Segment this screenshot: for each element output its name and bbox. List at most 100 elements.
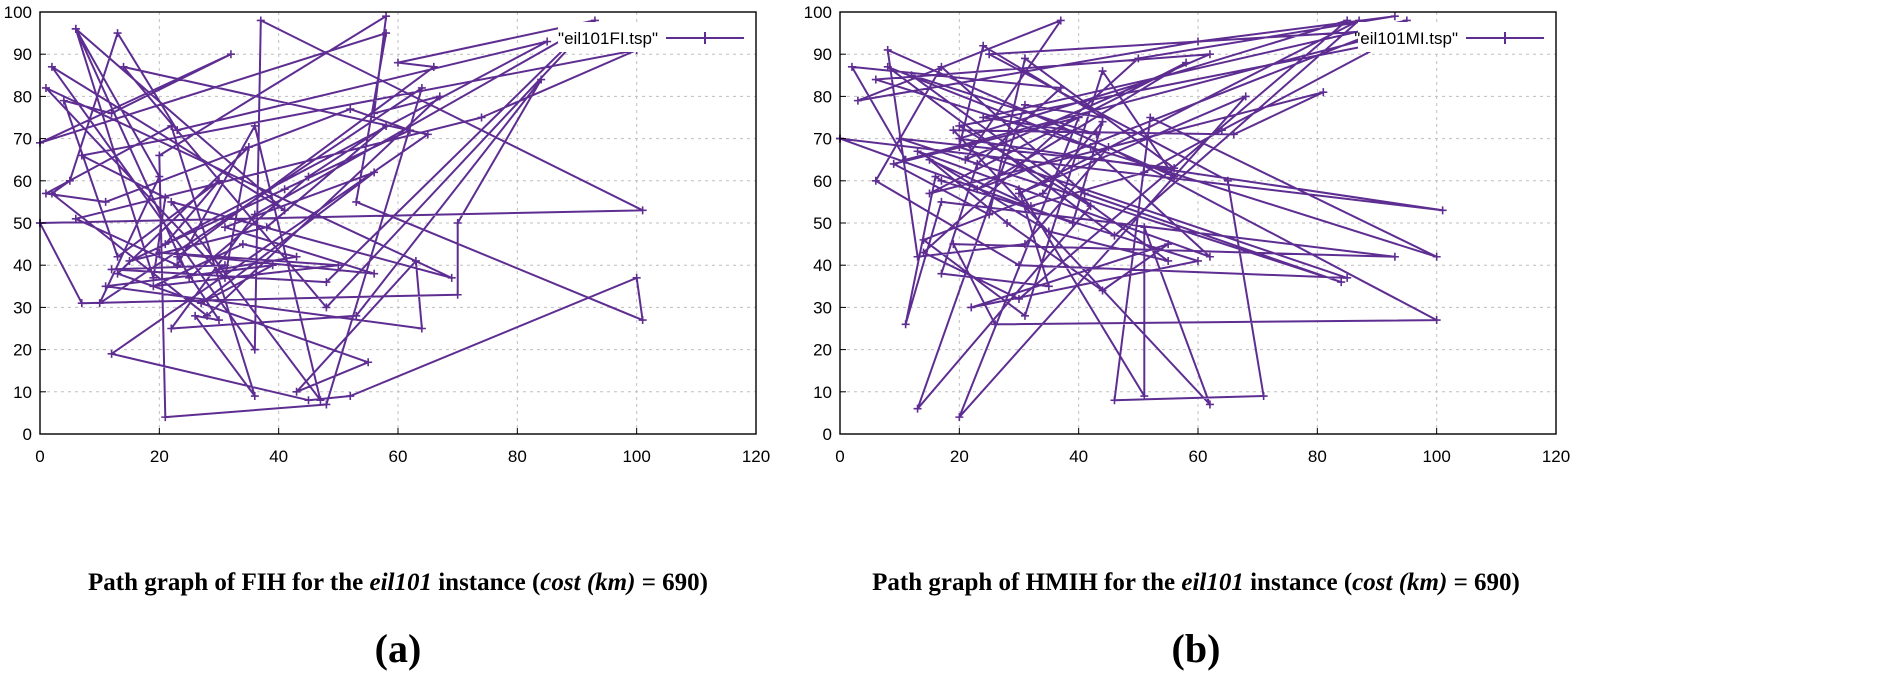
- data-point: [871, 75, 880, 84]
- data-point: [382, 121, 391, 130]
- data-point: [1015, 189, 1023, 198]
- data-point: [155, 151, 164, 160]
- y-tick-label: 30: [813, 298, 832, 317]
- data-point: [1015, 294, 1023, 303]
- panel-label-a: (a): [375, 626, 422, 671]
- data-point: [955, 413, 964, 422]
- data-point: [1390, 12, 1399, 21]
- data-point: [382, 29, 391, 38]
- data-point: [937, 176, 946, 185]
- data-point: [913, 252, 922, 261]
- data-point: [101, 197, 110, 206]
- data-point: [382, 12, 391, 21]
- data-point: [871, 176, 880, 185]
- data-point: [215, 316, 223, 325]
- data-point: [973, 159, 982, 168]
- data-point: [77, 299, 86, 308]
- data-point: [889, 159, 898, 168]
- data-point: [1223, 176, 1232, 185]
- data-point: [1432, 316, 1441, 325]
- data-point: [226, 50, 235, 59]
- y-tick-label: 70: [13, 130, 32, 149]
- data-point: [1140, 392, 1149, 401]
- data-point: [256, 16, 265, 25]
- data-point: [185, 273, 194, 282]
- data-point: [268, 261, 277, 270]
- x-tick-label: 0: [835, 447, 844, 466]
- data-point: [883, 62, 892, 71]
- data-point: [901, 155, 910, 164]
- y-tick-label: 60: [13, 172, 32, 191]
- data-point: [203, 311, 212, 320]
- data-point: [1086, 143, 1095, 152]
- ticks-a: 0 20 40 60 80 100 120 0 10 20 30 40 50 60 70 80 90 100: [4, 3, 771, 466]
- data-point: [1170, 164, 1179, 173]
- data-point: [1098, 286, 1107, 295]
- data-point: [250, 392, 259, 401]
- data-point: [1074, 113, 1083, 122]
- data-point: [1098, 67, 1107, 76]
- caption-b: Path graph of HMIH for the eil101 instan…: [872, 569, 1520, 596]
- data-point: [220, 261, 229, 270]
- x-tick-label: 40: [269, 447, 288, 466]
- data-point: [1146, 113, 1155, 122]
- data-point: [1241, 92, 1250, 101]
- data-point: [1044, 227, 1053, 236]
- data-point: [316, 396, 325, 405]
- data-point: [435, 92, 444, 101]
- data-point: [1110, 231, 1119, 240]
- data-point: [292, 252, 301, 261]
- y-tick-label: 90: [13, 45, 32, 64]
- x-tick-label: 100: [622, 447, 650, 466]
- data-point: [101, 282, 110, 291]
- data-point: [955, 134, 964, 143]
- data-point: [1432, 252, 1441, 261]
- data-point: [65, 176, 74, 185]
- data-point: [1205, 50, 1214, 59]
- data-point: [1038, 189, 1047, 198]
- data-point: [1194, 37, 1202, 46]
- data-point: [1205, 400, 1214, 409]
- data-point: [346, 105, 355, 114]
- data-point: [113, 29, 122, 38]
- data-point: [979, 41, 988, 50]
- data-point: [537, 75, 546, 84]
- data-point: [447, 273, 456, 282]
- data-point: [1092, 130, 1101, 139]
- data-point: [149, 273, 158, 282]
- data-point: [220, 223, 229, 232]
- grid-a: [40, 12, 756, 434]
- data-point: [250, 121, 259, 130]
- data-point: [250, 210, 259, 219]
- data-point: [901, 320, 910, 329]
- data-point: [113, 269, 122, 278]
- data-point: [370, 168, 379, 177]
- data-point: [919, 248, 928, 257]
- data-point: [955, 121, 964, 130]
- data-point: [895, 134, 904, 143]
- data-point: [1104, 143, 1113, 152]
- data-point: [215, 176, 223, 185]
- data-point: [394, 58, 402, 67]
- series-a: [36, 12, 647, 422]
- data-point: [370, 109, 379, 118]
- x-tick-label: 40: [1069, 447, 1088, 466]
- data-point: [1438, 206, 1447, 215]
- x-tick-label: 20: [150, 447, 169, 466]
- data-point: [71, 24, 80, 33]
- data-point: [1194, 256, 1202, 265]
- data-point: [405, 126, 414, 135]
- data-point: [1343, 273, 1352, 282]
- y-tick-label: 30: [13, 298, 32, 317]
- x-tick-label: 120: [742, 447, 770, 466]
- y-tick-label: 100: [4, 3, 32, 22]
- data-point: [949, 126, 958, 135]
- data-point: [161, 240, 170, 249]
- data-point: [925, 189, 934, 198]
- data-point: [1164, 240, 1173, 249]
- data-point: [991, 320, 1000, 329]
- series-line: [839, 15, 1444, 419]
- data-point: [1086, 202, 1095, 211]
- data-point: [913, 147, 922, 156]
